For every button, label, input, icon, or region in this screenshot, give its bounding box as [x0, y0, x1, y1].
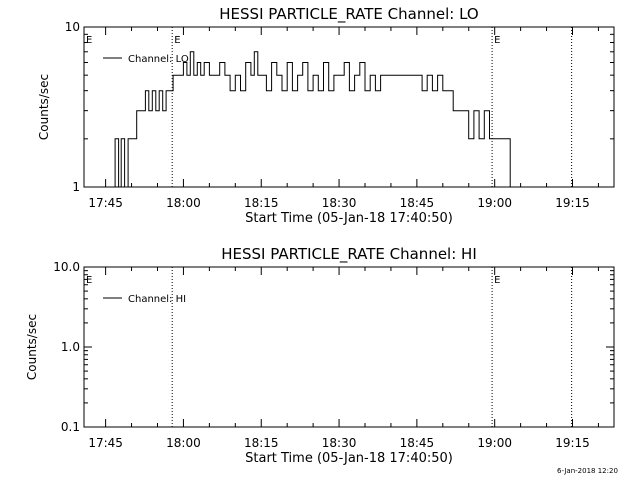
corner-marker: E: [86, 35, 92, 46]
y-axis-label: Counts/sec: [37, 74, 51, 140]
plot-frame: [83, 26, 615, 188]
legend-label: Channel: LO: [128, 54, 189, 65]
y-tick-label: 10: [65, 20, 80, 34]
x-tick-label: 17:45: [88, 196, 123, 210]
x-tick-label: 18:15: [244, 436, 279, 450]
x-tick-label: 18:15: [244, 196, 279, 210]
x-axis-label: Start Time (05-Jan-18 17:40:50): [245, 211, 453, 226]
x-tick-label: 18:30: [322, 196, 357, 210]
x-tick-label: 19:15: [555, 436, 590, 450]
event-marker: E: [174, 35, 180, 46]
y-tick-label: 0.1: [61, 420, 80, 434]
event-marker: E: [494, 275, 500, 286]
y-tick-label: 1.0: [61, 340, 80, 354]
x-tick-label: 18:30: [322, 436, 357, 450]
corner-marker: E: [86, 275, 92, 286]
y-tick-label: 10.0: [53, 260, 80, 274]
legend-label: Channel: HI: [128, 294, 186, 305]
plot-timestamp: 6-Jan-2018 12:20: [557, 467, 618, 475]
x-tick-label: 18:45: [400, 196, 435, 210]
x-tick-label: 19:00: [477, 196, 512, 210]
chart-title: HESSI PARTICLE_RATE Channel: LO: [219, 5, 478, 24]
x-tick-label: 18:00: [166, 196, 201, 210]
x-tick-label: 17:45: [88, 436, 123, 450]
y-tick-label: 1: [72, 180, 80, 194]
series-line: [111, 51, 517, 188]
chart-title: HESSI PARTICLE_RATE Channel: HI: [221, 245, 477, 264]
x-tick-label: 18:45: [400, 436, 435, 450]
x-tick-label: 18:00: [166, 436, 201, 450]
x-tick-label: 19:15: [555, 196, 590, 210]
y-axis-label: Counts/sec: [25, 314, 39, 380]
x-axis-label: Start Time (05-Jan-18 17:40:50): [245, 451, 453, 466]
x-tick-label: 19:00: [477, 436, 512, 450]
plot-frame: [83, 266, 615, 428]
event-marker: E: [494, 35, 500, 46]
